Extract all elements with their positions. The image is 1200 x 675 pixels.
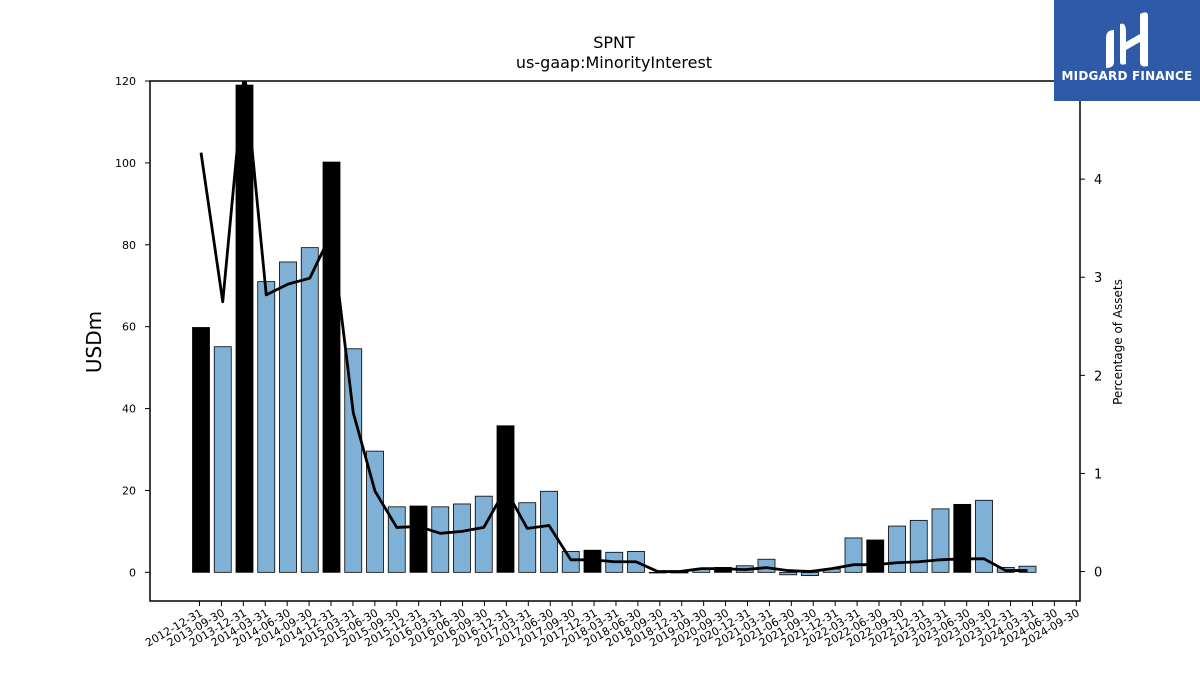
y-tick-label: 20 [122,484,136,497]
x-axis: 2012-12-312013-09-302013-12-312014-03-31… [143,601,1082,650]
y2-tick-label: 4 [1094,173,1102,188]
y-tick-label: 100 [115,157,136,170]
bar [322,161,341,573]
line-group [199,81,1028,573]
bar [888,525,906,573]
y2-tick-label: 1 [1094,467,1102,482]
chart-subtitle: us-gaap:MinorityInterest [516,53,712,72]
brand-logo-text: MIDGARD FINANCE [1061,69,1193,83]
percentage-line [199,81,1028,573]
bar [975,499,993,573]
chart-title: SPNT [593,33,635,52]
bar [213,346,232,573]
bar [540,490,558,573]
bars-group [192,84,1037,577]
y2-tick-label: 3 [1094,271,1102,286]
bar [431,506,450,573]
y2-axis: 0 1 2 3 4 [1080,173,1102,581]
brand-logo: MIDGARD FINANCE [1054,0,1200,101]
y-axis: 0 20 40 60 80 100 120 [115,75,150,579]
bar [192,327,210,573]
brand-logo-icon [1106,12,1148,68]
y-tick-label: 120 [115,75,136,88]
bar [257,281,276,573]
y-axis-label: USDm [82,311,106,373]
bar [409,505,428,573]
y-tick-label: 80 [122,239,136,252]
y-tick-label: 0 [129,566,136,579]
y-tick-label: 60 [122,321,136,334]
bar [953,503,972,573]
bar [518,502,537,573]
bar [931,508,950,573]
bar [496,425,515,573]
bar [909,519,928,573]
plot-frame [149,80,1081,602]
bar [366,450,384,573]
bar [779,571,798,576]
bar [300,247,319,573]
bar [453,503,471,573]
bar [387,506,406,573]
y2-axis-label: Percentage of Assets [1111,279,1125,405]
bar [474,495,493,573]
bar [344,348,363,573]
y-tick-label: 40 [122,403,136,416]
bar [235,84,254,573]
bar [757,558,776,573]
y2-tick-label: 2 [1094,369,1102,384]
bar [866,539,885,573]
y2-tick-label: 0 [1094,566,1102,581]
bar [279,261,297,573]
bar [561,551,580,573]
